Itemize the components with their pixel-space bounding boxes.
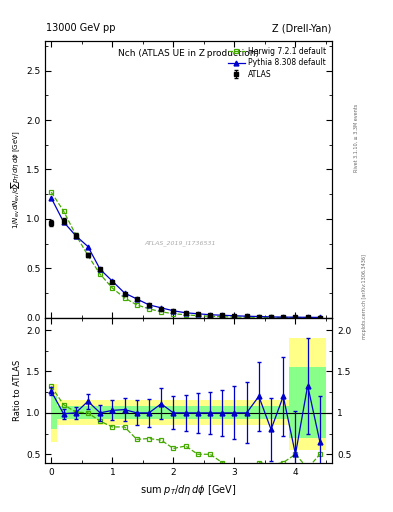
Herwig 7.2.1 default — [183, 312, 188, 318]
Pythia 8.308 default — [73, 232, 78, 239]
Pythia 8.308 default — [232, 313, 237, 319]
X-axis label: sum $p_T/d\eta\,d\phi$ [GeV]: sum $p_T/d\eta\,d\phi$ [GeV] — [140, 483, 237, 497]
Text: Z (Drell-Yan): Z (Drell-Yan) — [272, 23, 331, 33]
Pythia 8.308 default — [159, 305, 163, 311]
Pythia 8.308 default — [183, 310, 188, 316]
Herwig 7.2.1 default — [220, 314, 224, 320]
Herwig 7.2.1 default — [208, 313, 212, 319]
Herwig 7.2.1 default — [98, 271, 103, 278]
Text: Nch (ATLAS UE in Z production): Nch (ATLAS UE in Z production) — [118, 49, 259, 58]
Herwig 7.2.1 default — [159, 309, 163, 315]
Text: 13000 GeV pp: 13000 GeV pp — [46, 23, 116, 33]
Herwig 7.2.1 default — [232, 314, 237, 320]
Pythia 8.308 default — [305, 314, 310, 321]
Herwig 7.2.1 default — [281, 314, 286, 321]
Pythia 8.308 default — [110, 278, 115, 284]
Pythia 8.308 default — [244, 313, 249, 319]
Herwig 7.2.1 default — [61, 208, 66, 214]
Pythia 8.308 default — [122, 290, 127, 296]
Pythia 8.308 default — [134, 296, 139, 302]
Y-axis label: $1/N_{\rm ev}\,dN_{\rm ev}/d\!\sum\!p_T/d\eta\,d\phi\;[\rm GeV]$: $1/N_{\rm ev}\,dN_{\rm ev}/d\!\sum\!p_T/… — [9, 130, 22, 229]
Text: Rivet 3.1.10, ≥ 3.3M events: Rivet 3.1.10, ≥ 3.3M events — [354, 104, 359, 173]
Herwig 7.2.1 default — [269, 314, 274, 321]
Pythia 8.308 default — [86, 244, 90, 250]
Pythia 8.308 default — [208, 312, 212, 318]
Pythia 8.308 default — [257, 313, 261, 319]
Pythia 8.308 default — [318, 314, 322, 321]
Pythia 8.308 default — [61, 219, 66, 225]
Herwig 7.2.1 default — [49, 189, 54, 195]
Pythia 8.308 default — [171, 308, 176, 314]
Herwig 7.2.1 default — [73, 231, 78, 238]
Pythia 8.308 default — [195, 311, 200, 317]
Line: Herwig 7.2.1 default: Herwig 7.2.1 default — [49, 190, 322, 320]
Pythia 8.308 default — [220, 312, 224, 318]
Pythia 8.308 default — [269, 314, 274, 320]
Pythia 8.308 default — [98, 266, 103, 272]
Legend: Herwig 7.2.1 default, Pythia 8.308 default, ATLAS: Herwig 7.2.1 default, Pythia 8.308 defau… — [226, 45, 328, 81]
Herwig 7.2.1 default — [257, 314, 261, 321]
Herwig 7.2.1 default — [110, 285, 115, 291]
Herwig 7.2.1 default — [122, 295, 127, 301]
Y-axis label: Ratio to ATLAS: Ratio to ATLAS — [13, 360, 22, 421]
Herwig 7.2.1 default — [147, 306, 151, 312]
Herwig 7.2.1 default — [195, 313, 200, 319]
Pythia 8.308 default — [281, 314, 286, 320]
Line: Pythia 8.308 default: Pythia 8.308 default — [49, 196, 322, 320]
Pythia 8.308 default — [293, 314, 298, 321]
Herwig 7.2.1 default — [134, 302, 139, 308]
Herwig 7.2.1 default — [244, 314, 249, 321]
Pythia 8.308 default — [147, 302, 151, 308]
Herwig 7.2.1 default — [305, 314, 310, 321]
Text: ATLAS_2019_I1736531: ATLAS_2019_I1736531 — [144, 240, 216, 246]
Herwig 7.2.1 default — [293, 314, 298, 321]
Pythia 8.308 default — [49, 195, 54, 201]
Text: mcplots.cern.ch [arXiv:1306.3436]: mcplots.cern.ch [arXiv:1306.3436] — [362, 254, 367, 339]
Herwig 7.2.1 default — [86, 252, 90, 259]
Herwig 7.2.1 default — [318, 314, 322, 321]
Herwig 7.2.1 default — [171, 311, 176, 317]
